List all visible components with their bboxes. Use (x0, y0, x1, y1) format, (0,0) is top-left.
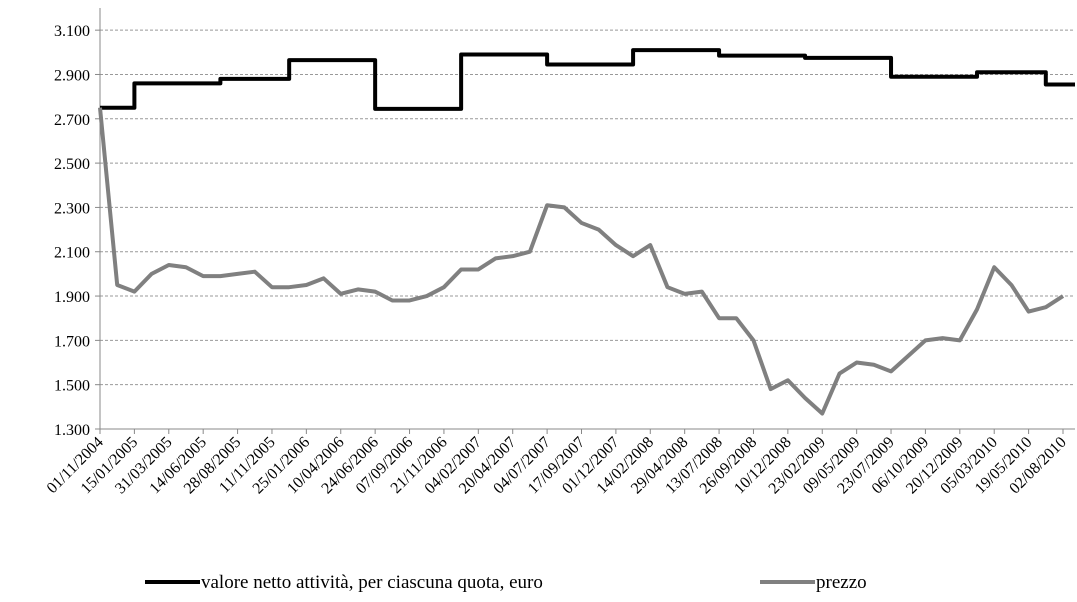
y-tick-label: 2.100 (54, 245, 90, 262)
y-tick-label: 1.300 (54, 422, 90, 439)
y-tick-label: 1.500 (54, 378, 90, 395)
y-tick-label: 3.100 (54, 23, 90, 40)
legend-label: valore netto attività, per ciascuna quot… (201, 572, 543, 593)
y-tick-label: 2.500 (54, 156, 90, 173)
series-line (98, 107, 1065, 416)
y-tick-label: 1.900 (54, 289, 90, 306)
legend-label: prezzo (816, 572, 867, 593)
y-tick-label: 2.300 (54, 200, 90, 217)
y-tick-label: 2.900 (54, 67, 90, 84)
y-tick-label: 1.700 (54, 333, 90, 350)
y-tick-label: 2.700 (54, 112, 90, 129)
series-line (100, 48, 1075, 111)
